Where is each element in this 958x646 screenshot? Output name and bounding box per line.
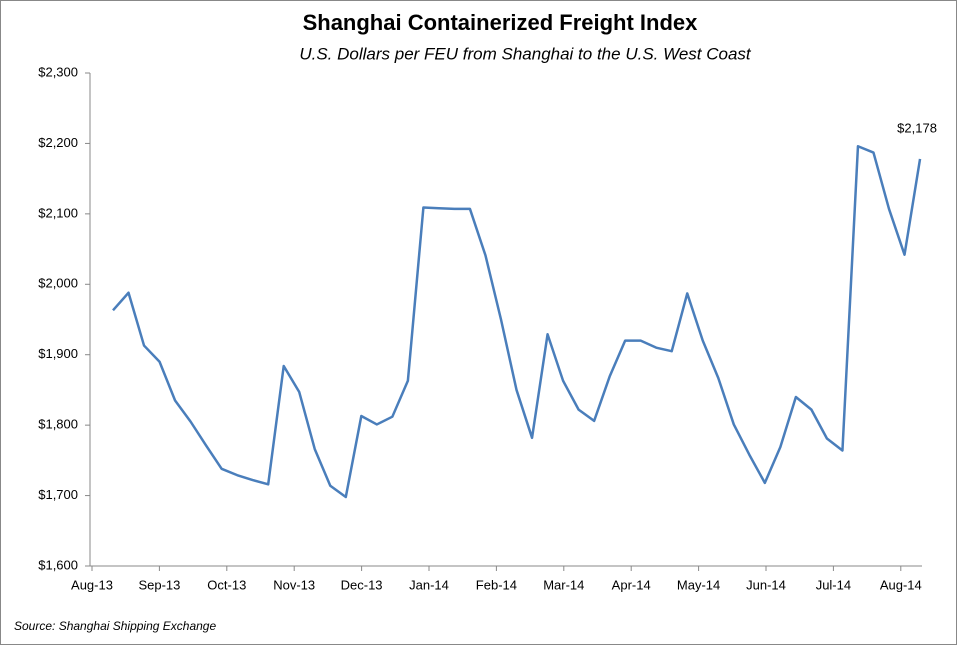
y-tick-label: $2,000 bbox=[38, 276, 78, 291]
y-tick-label: $1,800 bbox=[38, 417, 78, 432]
x-tick-label: Dec-13 bbox=[341, 577, 383, 592]
data-label: $2,178 bbox=[897, 120, 937, 135]
source: Source: Shanghai Shipping Exchange bbox=[14, 619, 216, 633]
series-line bbox=[112, 145, 922, 499]
chart-subtitle: U.S. Dollars per FEU from Shanghai to th… bbox=[299, 44, 752, 63]
x-tick-label: Sep-13 bbox=[138, 577, 180, 592]
y-tick-label: $1,900 bbox=[38, 346, 78, 361]
y-tick-label: $2,100 bbox=[38, 205, 78, 220]
y-tick-label: $1,700 bbox=[38, 487, 78, 502]
x-tick-label: Aug-13 bbox=[71, 577, 113, 592]
y-tick-label: $2,200 bbox=[38, 135, 78, 150]
x-tick-label: Oct-13 bbox=[207, 577, 246, 592]
x-tick-label: Aug-14 bbox=[880, 577, 922, 592]
x-tick-label: Jun-14 bbox=[746, 577, 786, 592]
x-tick-label: May-14 bbox=[677, 577, 720, 592]
x-tick-label: Jan-14 bbox=[409, 577, 449, 592]
y-tick-label: $1,600 bbox=[38, 557, 78, 572]
y-tick-label: $2,300 bbox=[38, 64, 78, 79]
x-tick-label: Nov-13 bbox=[273, 577, 315, 592]
chart-title: Shanghai Containerized Freight Index bbox=[303, 10, 699, 35]
x-tick-label: Apr-14 bbox=[612, 577, 651, 592]
x-tick-label: Mar-14 bbox=[543, 577, 584, 592]
x-tick-label: Feb-14 bbox=[476, 577, 517, 592]
x-tick-label: Jul-14 bbox=[816, 577, 851, 592]
